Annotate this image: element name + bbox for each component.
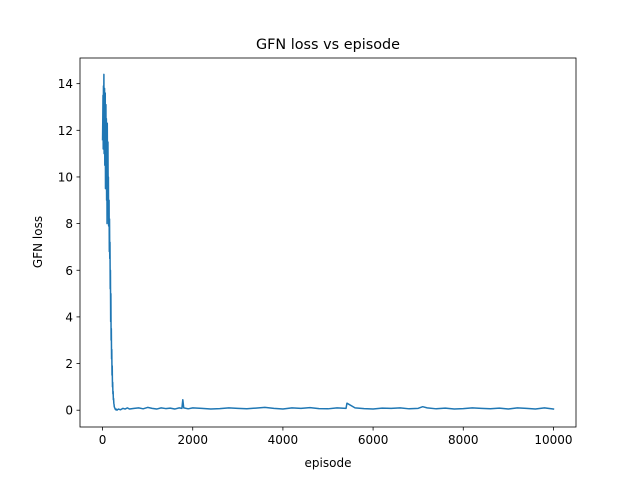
x-tick-label: 8000 xyxy=(448,433,479,447)
x-tick-label: 0 xyxy=(99,433,107,447)
series-line-0 xyxy=(101,73,555,411)
y-tick-label: 12 xyxy=(58,124,73,138)
y-axis-ticks: 0 2 4 6 8 10 12 14 xyxy=(58,77,80,418)
plot-area xyxy=(101,73,555,411)
y-tick-label: 4 xyxy=(65,310,73,324)
x-tick-label: 4000 xyxy=(268,433,299,447)
y-tick-label: 8 xyxy=(65,217,73,231)
y-tick-label: 2 xyxy=(65,357,73,371)
x-axis-label: episode xyxy=(305,456,352,470)
y-tick-label: 0 xyxy=(65,404,73,418)
x-tick-label: 6000 xyxy=(358,433,389,447)
y-tick-label: 6 xyxy=(65,264,73,278)
chart-title: GFN loss vs episode xyxy=(256,37,400,53)
x-tick-label: 10000 xyxy=(534,433,572,447)
axes-frame xyxy=(79,57,577,428)
y-tick-label: 14 xyxy=(58,77,73,91)
x-axis-ticks: 0 2000 4000 6000 8000 10000 xyxy=(99,427,573,447)
y-tick-label: 10 xyxy=(58,170,73,184)
x-tick-label: 2000 xyxy=(177,433,208,447)
y-axis-label: GFN loss xyxy=(31,216,45,268)
